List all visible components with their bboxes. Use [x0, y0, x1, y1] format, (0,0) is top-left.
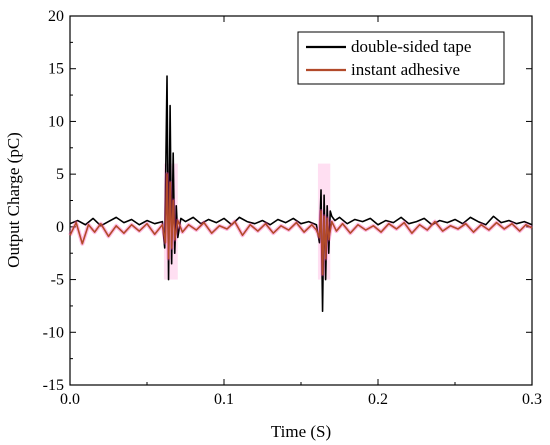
y-tick-label: 10 [48, 113, 64, 130]
x-tick-label: 0.0 [60, 391, 80, 408]
x-tick-label: 0.3 [522, 391, 542, 408]
x-tick-label: 0.2 [368, 391, 388, 408]
series-line-instant-adhesive [69, 173, 533, 276]
y-axis: 20 15 10 5 0 -5 -10 -15 [43, 8, 532, 394]
y-tick-label: -15 [43, 377, 64, 394]
legend-box [297, 31, 505, 85]
series-line-double-sided-tape [69, 75, 533, 313]
legend: double-sided tape instant adhesive [297, 31, 505, 85]
x-axis-title: Time (S) [271, 422, 331, 441]
y-tick-label: 0 [56, 219, 64, 236]
y-tick-label: 15 [48, 61, 64, 78]
y-tick-label: 20 [48, 8, 64, 25]
y-tick-label: -10 [43, 324, 64, 341]
y-axis-title: Output Charge (pC) [4, 132, 23, 268]
legend-label-double-sided-tape: double-sided tape [351, 37, 471, 56]
y-tick-label: 5 [56, 166, 64, 183]
y-tick-label: -5 [51, 272, 64, 289]
x-tick-label: 0.1 [214, 391, 234, 408]
x-axis: 0.0 0.1 0.2 0.3 [60, 16, 542, 408]
legend-label-instant-adhesive: instant adhesive [351, 60, 460, 79]
series-layer [68, 75, 533, 313]
